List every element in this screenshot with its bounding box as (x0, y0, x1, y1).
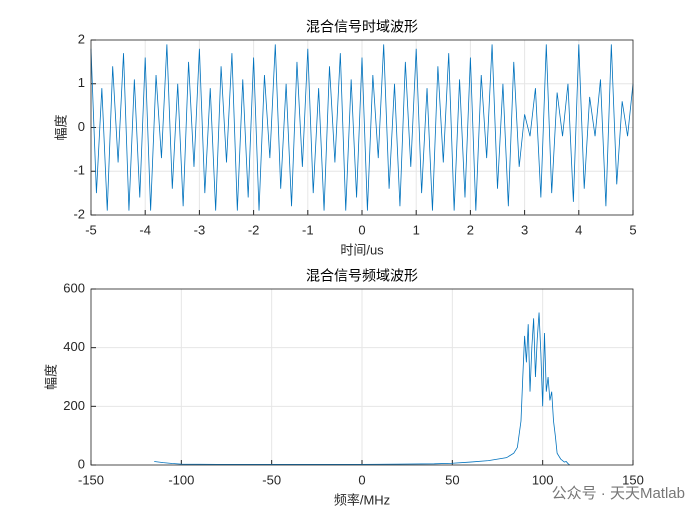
axes-box (90, 39, 634, 216)
axes-box (90, 288, 634, 466)
x-tick-label: 0 (358, 222, 365, 237)
x-tick-label: 50 (445, 472, 459, 487)
x-tick-label: -5 (85, 222, 97, 237)
x-tick-label: 150 (622, 472, 644, 487)
signal-line (154, 312, 571, 466)
x-tick-label: 4 (575, 222, 582, 237)
x-tick-label: 3 (521, 222, 528, 237)
y-tick-label: 2 (78, 31, 85, 46)
y-axis-label: 幅度 (43, 364, 58, 390)
y-tick-label: 0 (78, 456, 85, 471)
x-tick-label: 1 (413, 222, 420, 237)
y-tick-label: -1 (73, 163, 85, 178)
y-axis-label: 幅度 (53, 114, 68, 140)
chart-title: 混合信号频域波形 (306, 268, 418, 284)
x-axis-label: 时间/us (340, 242, 384, 257)
chart-title: 混合信号时域波形 (306, 19, 418, 35)
x-tick-label: -4 (139, 222, 151, 237)
y-tick-label: 0 (78, 119, 85, 134)
x-tick-label: -3 (194, 222, 206, 237)
x-tick-label: 2 (467, 222, 474, 237)
x-tick-label: 5 (629, 222, 636, 237)
x-tick-label: 0 (358, 472, 365, 487)
x-tick-label: -150 (78, 472, 104, 487)
x-tick-label: -100 (168, 472, 194, 487)
signal-line (90, 44, 634, 211)
y-tick-label: 1 (78, 75, 85, 90)
x-tick-label: -2 (248, 222, 260, 237)
x-tick-label: 100 (532, 472, 554, 487)
watermark: 公众号 · 天天Matlab (552, 485, 685, 502)
y-tick-label: 200 (63, 398, 85, 413)
y-tick-label: 600 (63, 280, 85, 295)
y-tick-label: -2 (73, 206, 85, 221)
x-tick-label: -1 (302, 222, 314, 237)
y-tick-label: 400 (63, 339, 85, 354)
x-axis-label: 频率/MHz (334, 492, 390, 507)
x-tick-label: -50 (262, 472, 281, 487)
